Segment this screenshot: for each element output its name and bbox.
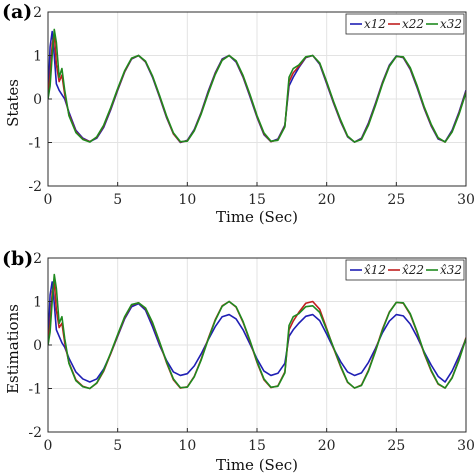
legend-label-3: x̂32 [440,263,462,277]
x-tick-label: 25 [387,438,405,454]
x-tick-label: 25 [387,192,405,208]
y-axis-label: Estimations [4,304,22,394]
series-line-1 [48,281,466,383]
x-tick-label: 20 [318,438,336,454]
y-tick-label: 2 [33,251,42,267]
chart-panel-2: 0 5 10 15 20 25 30 -2 -1 0 1 2 Time (Sec) Estimations… [2,248,474,474]
x-axis-label: Time (Sec) [216,456,298,474]
legend-label-2: x22 [402,17,424,31]
y-tick-label: -2 [28,425,42,441]
x-tick-label: 15 [248,192,266,208]
x-tick-label: 0 [44,438,53,454]
x-tick-label: 5 [113,438,122,454]
y-tick-label: -1 [28,136,42,152]
legend-box [345,13,465,35]
x-tick-label: 30 [457,192,474,208]
y-tick-label: -1 [28,382,42,398]
x-tick-label: 15 [248,438,266,454]
panel-label: (a) [2,1,32,23]
y-axis-label: States [4,79,22,127]
y-tick-label: -2 [28,179,42,195]
y-tick-label: 2 [33,5,42,21]
x-tick-label: 10 [178,438,196,454]
legend-label-1: x12 [364,17,386,31]
legend: x12 x22 x32 [345,13,465,35]
panel-label: (b) [2,248,33,270]
legend-label-3: x32 [440,17,462,31]
x-tick-label: 30 [457,438,474,454]
series-line-3 [48,273,466,390]
legend-box [345,259,465,281]
x-tick-label: 5 [113,192,122,208]
x-tick-label: 0 [44,192,53,208]
x-axis-label: Time (Sec) [216,208,298,226]
x-tick-label: 20 [318,192,336,208]
series-line-3 [48,28,466,143]
y-tick-label: 0 [33,338,42,354]
y-tick-label: 0 [33,92,42,108]
legend-label-1: x̂12 [364,263,386,277]
y-tick-label: 1 [33,49,42,65]
x-tick-label: 10 [178,192,196,208]
legend: x̂12 x̂22 x̂32 [345,259,465,281]
y-tick-label: 1 [33,295,42,311]
chart-panel-1: 0 5 10 15 20 25 30 -2 -1 0 1 2 Time (Sec) States (a) x1… [2,1,474,226]
legend-label-2: x̂22 [402,263,424,277]
